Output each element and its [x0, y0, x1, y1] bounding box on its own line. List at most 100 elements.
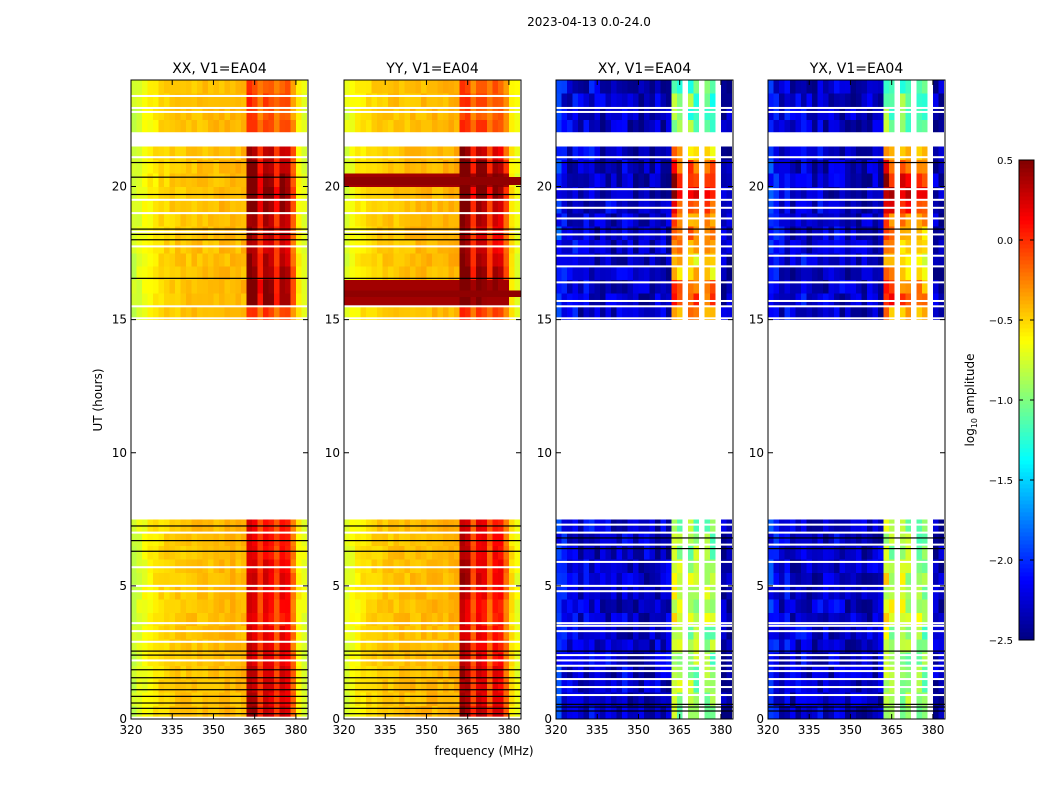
heatmap-cell [295, 572, 302, 587]
heatmap-cell [800, 612, 807, 627]
heatmap-cell [453, 159, 460, 174]
flag-line-white [131, 640, 308, 643]
colorbar-segment [1019, 252, 1034, 257]
heatmap-cell [147, 213, 154, 227]
flag-line-black [344, 682, 521, 684]
heatmap-cell [365, 545, 372, 560]
heatmap-cell [561, 119, 568, 134]
heatmap-cell [556, 625, 562, 640]
y-tick-label: 10 [537, 446, 552, 460]
heatmap-cell [180, 625, 187, 640]
heatmap-cell [213, 665, 220, 680]
heatmap-cell [475, 625, 482, 640]
heatmap-cell [420, 665, 427, 680]
heatmap-cell [671, 532, 678, 547]
heatmap-cell [704, 159, 711, 174]
heatmap-cell [202, 266, 209, 280]
heatmap-cell [654, 585, 661, 600]
heatmap-cell [588, 519, 595, 533]
heatmap-cell [382, 585, 389, 600]
heatmap-cell [131, 266, 137, 280]
heatmap-cell [360, 545, 367, 560]
heatmap-cell [877, 559, 884, 573]
heatmap-cell [213, 226, 220, 241]
heatmap-cell [773, 306, 780, 320]
heatmap-cell [442, 199, 449, 214]
heatmap-cell [822, 146, 829, 161]
red-band [344, 290, 521, 297]
colorbar-segment [1019, 460, 1034, 465]
heatmap-cell [376, 119, 383, 134]
heatmap-cell [404, 146, 411, 161]
flag-line-black [768, 710, 945, 712]
heatmap-cell [437, 106, 444, 121]
flag-line-white [556, 281, 733, 284]
heatmap-cell [229, 266, 236, 280]
heatmap-cell [671, 173, 678, 187]
heatmap-cell [720, 119, 727, 134]
heatmap-cell [610, 173, 617, 187]
flag-line-white [768, 531, 945, 534]
heatmap-cell [503, 559, 510, 573]
heatmap-cell [147, 652, 154, 667]
heatmap-cell [251, 80, 258, 94]
heatmap-cell [360, 199, 367, 214]
heatmap-cell [437, 119, 444, 134]
heatmap-cell [577, 599, 584, 613]
heatmap-cell [514, 146, 521, 161]
colorbar-segment [1019, 220, 1034, 225]
heatmap-cell [905, 545, 912, 560]
heatmap-cell [191, 599, 198, 613]
heatmap-cell [207, 119, 214, 134]
heatmap-cell [687, 665, 694, 680]
heatmap-cell [773, 173, 780, 187]
heatmap-cell [621, 106, 628, 121]
heatmap-cell [415, 199, 422, 214]
heatmap-cell [905, 293, 912, 307]
heatmap-cell [709, 80, 716, 94]
heatmap-cell [649, 519, 656, 533]
heatmap-cell [481, 106, 488, 121]
heatmap-cell [475, 80, 482, 94]
flag-line-white [768, 233, 945, 236]
heatmap-cell [687, 173, 694, 187]
heatmap-cell [588, 572, 595, 587]
heatmap-cell [877, 253, 884, 267]
heatmap-cell [437, 226, 444, 241]
heatmap-cell [514, 266, 521, 280]
heatmap-cell [180, 692, 187, 706]
heatmap-cell [850, 585, 857, 600]
heatmap-cell [448, 692, 455, 706]
heatmap-cell [387, 106, 394, 121]
heatmap-cell [196, 705, 203, 720]
heatmap-cell [240, 585, 247, 600]
heatmap-cell [844, 119, 851, 134]
heatmap-cell [572, 585, 579, 600]
heatmap-cell [503, 159, 510, 174]
heatmap-cell [784, 279, 791, 294]
heatmap-cell [577, 639, 584, 653]
heatmap-cell [503, 80, 510, 94]
heatmap-cell [883, 692, 890, 706]
heatmap-cell [778, 93, 785, 107]
heatmap-cell [817, 106, 824, 121]
heatmap-cell [246, 106, 253, 121]
heatmap-cell [262, 119, 269, 134]
heatmap-cell [284, 199, 291, 214]
heatmap-cell [720, 80, 727, 94]
heatmap-cell [218, 692, 225, 706]
heatmap-cell [459, 293, 466, 307]
heatmap-cell [687, 679, 694, 693]
heatmap-cell [833, 226, 840, 241]
heatmap-cell [899, 692, 906, 706]
heatmap-cell [376, 213, 383, 227]
heatmap-cell [185, 80, 192, 94]
heatmap-cell [191, 80, 198, 94]
heatmap-cell [621, 652, 628, 667]
heatmap-cell [180, 599, 187, 613]
heatmap-cell [899, 293, 906, 307]
heatmap-cell [632, 173, 639, 187]
heatmap-cell [704, 705, 711, 720]
heatmap-cell [163, 253, 170, 267]
heatmap-cell [784, 173, 791, 187]
